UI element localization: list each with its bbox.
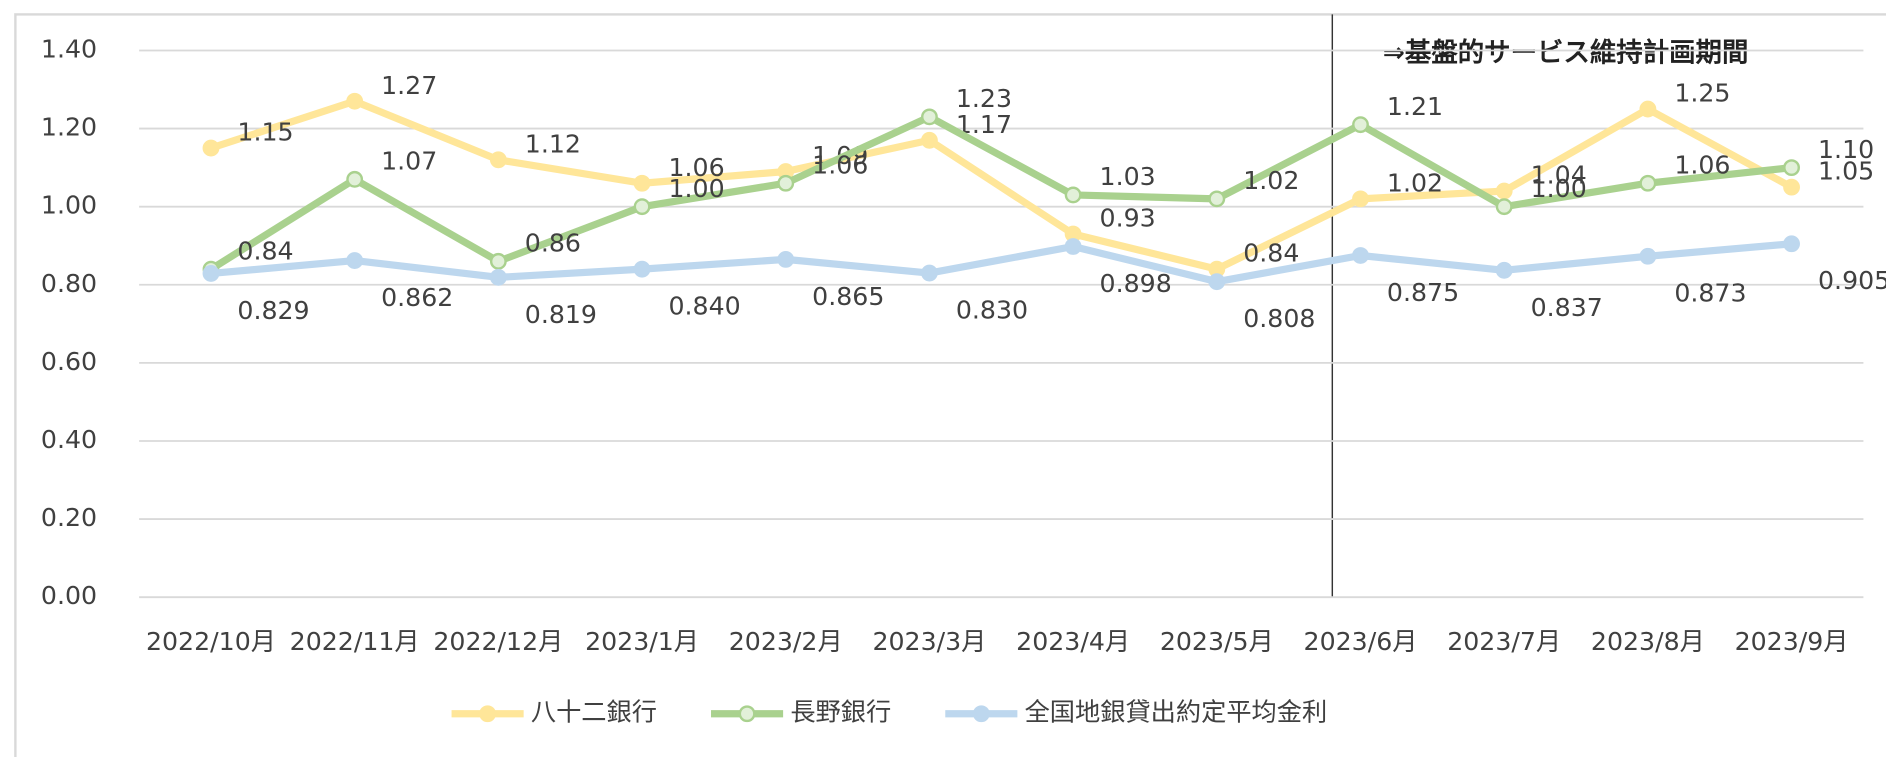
series-line [209, 113, 1792, 273]
legend-label: 八十二銀行 [531, 698, 657, 727]
y-tick-label: 0.40 [41, 425, 97, 454]
data-label: 1.07 [381, 147, 437, 176]
data-label: 1.00 [1531, 174, 1587, 203]
data-point [1783, 159, 1800, 177]
data-point [1352, 116, 1369, 134]
data-point [489, 268, 507, 286]
data-label: 0.873 [1674, 279, 1746, 308]
data-point [777, 174, 795, 192]
x-tick-label: 2022/11月 [290, 627, 420, 656]
data-point [921, 264, 938, 282]
data-point [1639, 174, 1657, 192]
data-point [1783, 178, 1800, 196]
data-point [1783, 235, 1800, 253]
data-label: 1.06 [812, 150, 868, 179]
x-tick-label: 2022/10月 [146, 627, 276, 656]
data-label: 1.23 [956, 84, 1012, 113]
x-tick-label: 2023/4月 [1016, 627, 1130, 656]
data-label: 0.830 [956, 296, 1028, 325]
x-tick-label: 2023/2月 [729, 627, 843, 656]
y-tick-label: 0.20 [41, 503, 97, 532]
x-tick-label: 2023/6月 [1304, 627, 1418, 656]
y-tick-label: 0.80 [41, 269, 97, 298]
data-point [1495, 182, 1513, 200]
data-point [633, 198, 651, 216]
data-point [1639, 100, 1657, 118]
x-tick-label: 2022/12月 [433, 627, 563, 656]
data-point [633, 174, 651, 192]
legend-label: 長野銀行 [790, 698, 891, 727]
data-label: 1.27 [381, 71, 437, 100]
data-point [1352, 190, 1369, 208]
data-label: 0.84 [237, 236, 293, 265]
x-tick-label: 2023/1月 [585, 627, 699, 656]
legend-marker [738, 705, 756, 723]
data-label: 0.837 [1531, 293, 1603, 322]
data-point [202, 265, 220, 282]
data-point [346, 92, 364, 110]
y-tick-label: 1.40 [41, 34, 97, 63]
x-tick-label: 2023/9月 [1735, 627, 1849, 656]
data-label: 1.00 [668, 174, 724, 203]
data-label: 0.86 [525, 229, 581, 258]
data-point [202, 139, 220, 157]
data-label: 0.875 [1387, 278, 1459, 307]
data-label: 1.02 [1387, 168, 1443, 197]
data-label: 0.840 [668, 292, 740, 321]
data-label: 0.93 [1100, 204, 1156, 233]
data-label: 0.905 [1818, 266, 1886, 295]
data-label: 1.10 [1818, 135, 1874, 164]
x-tick-label: 2023/8月 [1591, 627, 1705, 656]
y-tick-label: 0.60 [41, 347, 97, 376]
data-point [489, 151, 507, 169]
x-tick-label: 2023/5月 [1160, 627, 1274, 656]
data-point [489, 252, 507, 270]
legend-marker [479, 705, 497, 723]
data-point [1208, 190, 1226, 208]
data-label: 0.84 [1243, 239, 1299, 268]
y-tick-label: 0.00 [41, 581, 97, 610]
data-label: 1.02 [1243, 166, 1299, 195]
data-label: 1.06 [668, 153, 724, 182]
data-point [1064, 186, 1082, 204]
series-line [210, 240, 1792, 286]
data-point [346, 252, 364, 269]
x-tick-label: 2023/7月 [1447, 627, 1561, 656]
data-point [346, 170, 364, 188]
data-label: 1.04 [1531, 161, 1587, 190]
data-point [1352, 247, 1369, 264]
data-point [1064, 238, 1082, 255]
data-point [1495, 198, 1513, 216]
data-label: 1.25 [1674, 79, 1730, 108]
data-point [1495, 261, 1513, 279]
annotation: ⇒基盤的サービス維持計画期間 [1383, 38, 1749, 69]
series-line [209, 97, 1794, 273]
data-point [777, 250, 795, 268]
data-label: 1.03 [1100, 162, 1156, 191]
data-label: 1.12 [525, 129, 581, 158]
data-label: 0.829 [237, 296, 309, 325]
data-point [1639, 247, 1657, 265]
chart-frame [14, 13, 1886, 757]
data-point [921, 131, 938, 149]
data-label: 1.06 [1674, 150, 1730, 179]
data-point [633, 260, 651, 278]
data-label: 0.808 [1243, 304, 1315, 333]
data-point [1208, 273, 1226, 291]
legend-marker [972, 705, 990, 723]
legend-label: 全国地銀貸出約定平均金利 [1025, 698, 1328, 727]
data-label: 0.862 [381, 283, 453, 312]
y-tick-label: 1.20 [41, 113, 97, 142]
y-tick-label: 1.00 [41, 191, 97, 220]
data-point [921, 108, 938, 126]
x-tick-label: 2023/3月 [872, 627, 986, 656]
data-label: 1.15 [237, 118, 293, 147]
data-label: 1.21 [1387, 92, 1443, 121]
data-label: 0.898 [1100, 269, 1172, 298]
data-label: 0.865 [812, 282, 884, 311]
data-label: 0.819 [525, 300, 597, 329]
data-label: 1.05 [1818, 157, 1874, 186]
